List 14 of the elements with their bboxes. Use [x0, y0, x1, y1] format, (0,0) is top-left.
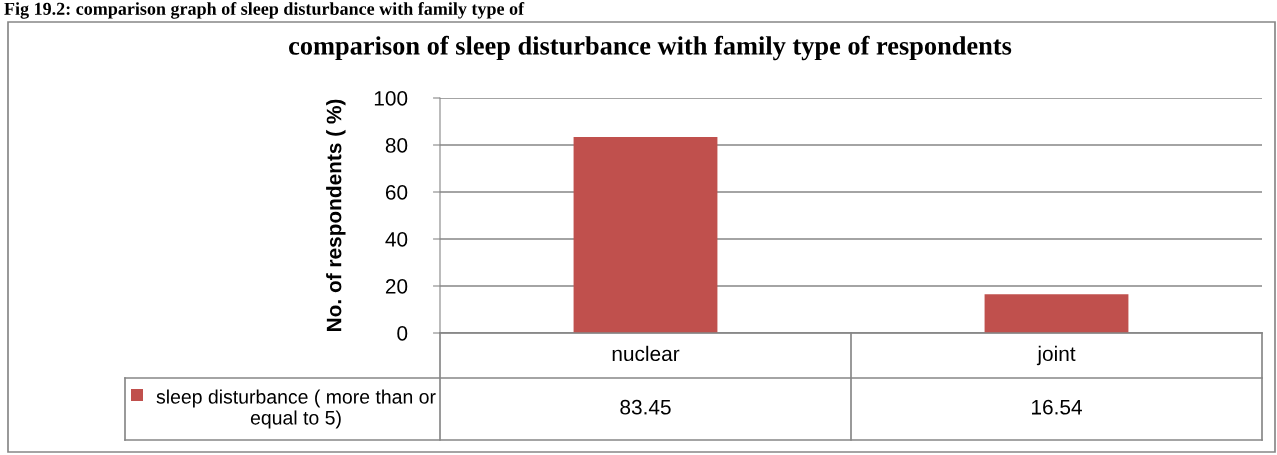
- y-tick-label: 0: [397, 326, 408, 341]
- y-tick-label: 80: [385, 138, 408, 153]
- chart-title: comparison of sleep disturbance with family type of respondents: [289, 35, 1012, 61]
- y-axis-title: No. of respondents ( %): [326, 99, 346, 331]
- data-label: 16.54: [1032, 399, 1082, 415]
- caption: Fig 19.2: comparison graph of sleep disturbance with family type of: [4, 2, 525, 19]
- data-label: 83.45: [620, 399, 671, 415]
- legend-label: sleep disturbance ( more than or equal to 5): [156, 389, 436, 429]
- x-tick-label: nuclear: [612, 345, 680, 362]
- y-tick-label: 20: [385, 279, 408, 294]
- x-tick-label: joint: [1036, 345, 1076, 366]
- y-tick-label: 60: [385, 185, 408, 200]
- y-tick-label: 100: [374, 91, 408, 106]
- y-tick-label: 40: [385, 232, 408, 247]
